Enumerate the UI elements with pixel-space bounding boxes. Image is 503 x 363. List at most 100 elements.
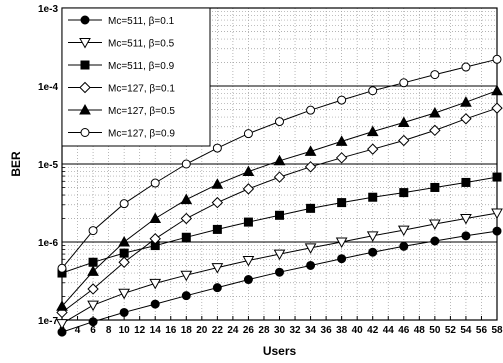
x-tick-label: 30 [274, 325, 286, 336]
data-point [399, 188, 409, 198]
data-point [430, 182, 440, 192]
legend-marker [80, 128, 90, 137]
data-point [275, 267, 284, 277]
x-tick-label: 42 [367, 325, 379, 336]
data-point [368, 247, 378, 257]
data-point [180, 270, 193, 282]
x-tick-label: 12 [134, 325, 146, 336]
data-point [397, 116, 410, 128]
data-point [399, 78, 409, 88]
x-tick-label: 44 [383, 325, 395, 336]
data-point [335, 152, 348, 164]
data-point [242, 183, 255, 195]
x-tick-label: 16 [165, 325, 177, 336]
data-point [366, 231, 379, 242]
series-5 [56, 84, 503, 311]
legend-marker [79, 81, 91, 94]
data-point [273, 154, 286, 166]
data-point [118, 235, 130, 247]
data-point [88, 257, 98, 267]
series-1 [57, 226, 502, 337]
legend-label: Mc=127, β=0.1 [108, 84, 175, 95]
x-tick-label: 4 [75, 325, 81, 336]
data-point [150, 299, 160, 309]
x-tick-label: 50 [429, 325, 441, 336]
data-point [368, 192, 378, 202]
data-point [304, 243, 317, 254]
data-point [460, 214, 472, 225]
data-point [337, 95, 347, 105]
legend-item: Mc=511, β=0.9 [68, 60, 175, 72]
data-point [399, 241, 409, 251]
data-point [180, 193, 193, 205]
data-point [87, 300, 99, 312]
data-point [429, 107, 441, 118]
y-tick-label: 1e-6 [38, 238, 58, 249]
legend-label: Mc=511, β=0.9 [108, 61, 175, 72]
y-tick-label: 1e-5 [38, 160, 58, 171]
data-point [492, 226, 502, 236]
x-tick-label: 8 [106, 325, 112, 336]
x-tick-label: 40 [352, 325, 364, 336]
data-point [306, 203, 316, 213]
data-point [491, 208, 503, 220]
data-point [460, 113, 472, 125]
y-axis-title: BER [9, 151, 23, 177]
x-tick-label: 18 [181, 325, 193, 336]
x-tick-label: 14 [150, 325, 162, 336]
data-point [119, 307, 129, 317]
legend-label: Mc=511, β=0.1 [108, 16, 175, 27]
data-point [119, 248, 129, 258]
data-point [306, 105, 316, 115]
legend-item: Mc=127, β=0.9 [68, 128, 175, 140]
y-tick-label: 1e-4 [38, 82, 58, 93]
data-point [492, 172, 502, 182]
legend-item: Mc=511, β=0.5 [68, 38, 175, 50]
legend-label: Mc=511, β=0.5 [108, 39, 175, 50]
legend-item: Mc=511, β=0.1 [68, 15, 175, 27]
x-axis-title: Users [263, 344, 297, 358]
data-point [491, 102, 503, 114]
x-tick-label: 36 [321, 325, 333, 336]
data-point [149, 278, 162, 290]
x-tick-label: 22 [212, 325, 224, 336]
legend-marker [79, 38, 91, 49]
x-tick-label: 24 [227, 325, 239, 336]
data-point [243, 275, 253, 285]
data-point [181, 232, 191, 242]
data-point [367, 143, 379, 155]
data-point [430, 236, 440, 246]
legend-label: Mc=127, β=0.5 [108, 106, 175, 117]
legend-label: Mc=127, β=0.9 [108, 129, 175, 140]
x-tick-label: 46 [398, 325, 410, 336]
data-point [181, 159, 191, 169]
data-point [243, 129, 253, 139]
y-tick-label: 1e-3 [38, 4, 58, 15]
data-point [149, 233, 161, 245]
data-point [273, 249, 286, 261]
legend-marker [80, 60, 90, 70]
x-tick-label: 38 [336, 325, 348, 336]
ticks: 2468101214161820222426283032343638404244… [38, 4, 503, 336]
data-point [306, 260, 316, 270]
data-point [88, 317, 98, 327]
data-point [335, 135, 348, 146]
x-tick-label: 54 [460, 325, 472, 336]
data-point [461, 177, 471, 187]
data-point [212, 143, 222, 153]
x-tick-label: 52 [445, 325, 457, 336]
data-point [57, 263, 67, 273]
data-point [275, 210, 284, 220]
data-point [56, 300, 68, 311]
data-point [492, 54, 502, 64]
x-tick-label: 58 [491, 325, 503, 336]
data-point [119, 199, 129, 209]
data-point [337, 198, 347, 208]
data-point [243, 217, 253, 227]
data-point [275, 117, 284, 127]
series-3 [57, 172, 502, 278]
data-point [211, 196, 224, 209]
y-tick-label: 1e-7 [38, 316, 58, 327]
data-point [87, 265, 99, 276]
data-point [397, 225, 410, 237]
